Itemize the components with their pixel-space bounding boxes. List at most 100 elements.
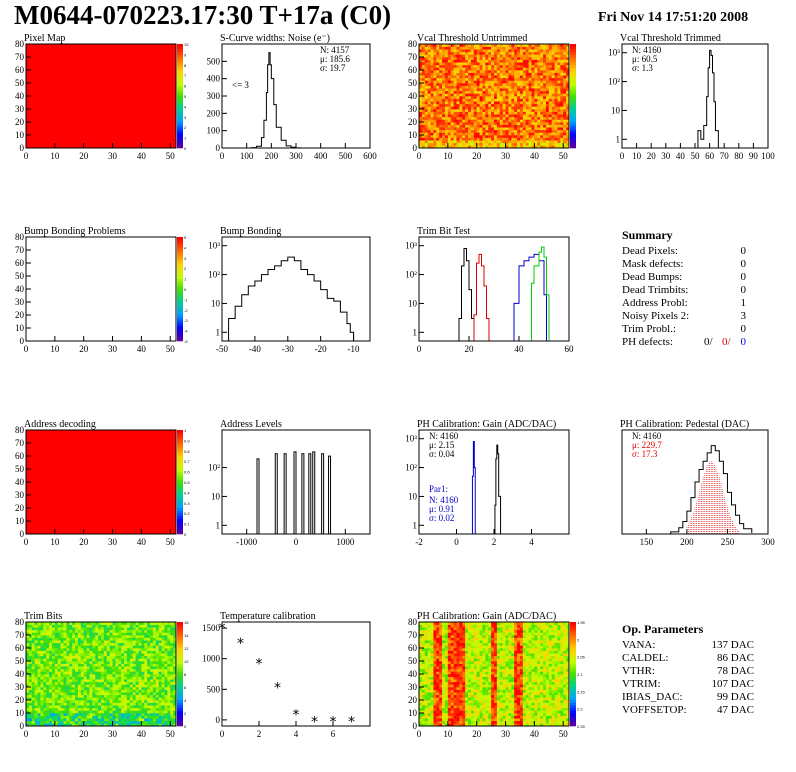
heatmap-cell — [98, 622, 102, 625]
heatmap-cell — [126, 622, 131, 625]
heatmap-cell — [158, 715, 162, 719]
heatmap-cell — [479, 124, 483, 128]
heatmap-cell — [543, 106, 547, 110]
heatmap-cell — [83, 710, 87, 714]
heatmap-cell — [83, 629, 87, 633]
heatmap-cell — [447, 109, 452, 112]
heatmap-cell — [135, 700, 139, 703]
heatmap-cell — [164, 720, 168, 724]
heatmap-cell — [138, 668, 142, 672]
heatmap-cell — [537, 140, 541, 144]
heatmap-cell — [519, 103, 524, 107]
heatmap-cell — [124, 694, 128, 698]
heatmap-cell — [54, 700, 59, 703]
heatmap-cell — [491, 49, 495, 53]
heatmap-cell — [494, 101, 498, 105]
x-tick-label: -1000 — [236, 537, 257, 547]
heatmap-cell — [86, 713, 90, 716]
heatmap-cell — [126, 666, 131, 670]
heatmap-cell — [563, 98, 567, 102]
series-line — [670, 445, 753, 534]
heatmap-cell — [57, 640, 61, 644]
heatmap-cell — [63, 624, 67, 628]
heatmap-cell — [459, 98, 463, 102]
heatmap-cell — [540, 723, 544, 727]
heatmap-cell — [424, 715, 428, 719]
heatmap-cell — [430, 62, 434, 66]
heatmap-cell — [496, 93, 501, 97]
heatmap-cell — [135, 666, 139, 670]
heatmap-cell — [72, 676, 76, 680]
heatmap-cell — [436, 142, 440, 146]
heatmap-cell — [485, 122, 489, 125]
heatmap-cell — [150, 715, 154, 719]
heatmap-cell — [26, 666, 30, 670]
heatmap-cell — [439, 715, 443, 719]
heatmap-cell — [545, 80, 550, 84]
heatmap-cell — [118, 661, 122, 664]
heatmap-cell — [540, 57, 544, 60]
heatmap-cell — [103, 624, 108, 628]
heatmap-cell — [155, 681, 159, 685]
series-peak — [283, 453, 287, 534]
heatmap-cell — [72, 679, 76, 683]
heatmap-cell — [103, 707, 108, 711]
heatmap-cell — [488, 83, 492, 86]
heatmap-cell — [109, 702, 113, 706]
heatmap-cell — [519, 67, 524, 71]
heatmap-cell — [152, 684, 157, 688]
heatmap-cell — [427, 93, 431, 97]
heatmap-cell — [164, 642, 168, 646]
heatmap-cell — [436, 103, 440, 107]
heatmap-cell — [531, 122, 535, 125]
heatmap-cell — [519, 109, 524, 112]
heatmap-cell — [80, 700, 84, 703]
heatmap-cell — [566, 70, 570, 73]
heatmap-cell — [141, 705, 145, 709]
heatmap-cell — [150, 694, 154, 698]
heatmap-cell — [442, 85, 446, 89]
heatmap-cell — [473, 718, 477, 722]
heatmap-cell — [164, 653, 168, 657]
heatmap-cell — [37, 648, 41, 651]
heatmap-cell — [453, 75, 457, 79]
heatmap-cell — [103, 697, 108, 701]
heatmap-cell — [560, 57, 564, 60]
colorbar-tick-label: 0.9 — [184, 438, 190, 443]
heatmap-cell — [456, 111, 460, 115]
heatmap-cell — [77, 671, 82, 675]
heatmap-cell — [83, 692, 87, 696]
heatmap-cell — [152, 624, 157, 628]
heatmap-cell — [531, 718, 535, 722]
heatmap-cell — [557, 140, 561, 144]
colorbar-tick-label: 14 — [184, 633, 189, 638]
heatmap-cell — [465, 723, 469, 727]
heatmap-cell — [152, 692, 157, 696]
heatmap-cell — [89, 668, 93, 672]
heatmap-cell — [560, 124, 564, 128]
heatmap-cell — [170, 687, 174, 690]
heatmap-cell — [470, 723, 475, 727]
heatmap-cell — [106, 715, 110, 719]
heatmap-cell — [442, 83, 446, 86]
heatmap-cell — [447, 145, 452, 149]
heatmap-cell — [473, 106, 477, 110]
heatmap-cell — [453, 85, 457, 89]
heatmap-cell — [508, 723, 512, 727]
heatmap-cell — [557, 109, 561, 112]
heatmap-cell — [40, 653, 44, 657]
heatmap-cell — [479, 114, 483, 118]
colorbar-segment — [177, 59, 183, 63]
heatmap-cell — [173, 637, 177, 641]
heatmap-cell — [115, 663, 119, 667]
heatmap-cell — [155, 632, 159, 636]
y-tick-label: 80 — [15, 232, 25, 242]
heatmap-cell — [531, 80, 535, 84]
heatmap-cell — [456, 49, 460, 53]
heatmap-cell — [444, 116, 449, 120]
heatmap-cell — [173, 658, 177, 662]
heatmap-cell — [69, 674, 73, 677]
heatmap-cell — [69, 629, 73, 633]
heatmap-cell — [560, 129, 564, 133]
heatmap-cell — [450, 122, 454, 125]
